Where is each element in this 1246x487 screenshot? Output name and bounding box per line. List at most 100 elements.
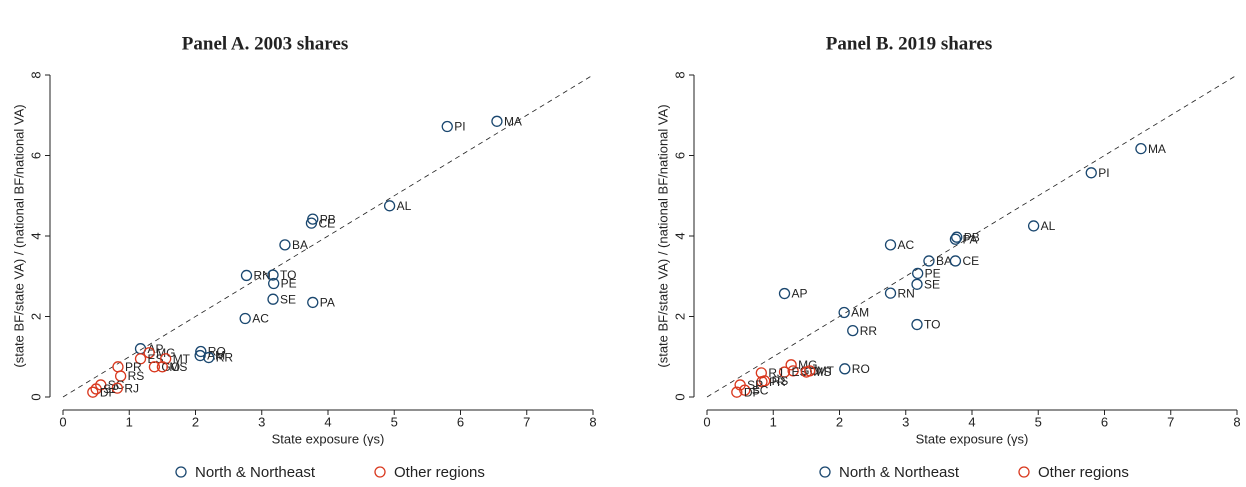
- point: [111, 382, 123, 394]
- point: [148, 361, 161, 373]
- point: [838, 306, 850, 319]
- x-tick-label: 7: [1167, 414, 1174, 429]
- y-tick-label: 2: [672, 313, 687, 320]
- point-label: PI: [454, 120, 465, 134]
- x-axis-title: State exposure (γs): [272, 431, 385, 446]
- x-tick-label: 3: [902, 414, 909, 429]
- y-tick-label: 6: [28, 152, 43, 159]
- point-label: RJ: [124, 381, 139, 395]
- x-tick-label: 8: [589, 414, 596, 429]
- point: [923, 255, 935, 267]
- y-axis-title: (state BF/state VA) / (national BF/natio…: [655, 104, 670, 367]
- point-label: PA: [320, 296, 335, 310]
- point: [307, 296, 319, 309]
- x-tick-label: 2: [836, 414, 843, 429]
- point: [305, 217, 318, 229]
- x-tick-label: 6: [457, 414, 464, 429]
- legend-label: Other regions: [1038, 464, 1129, 481]
- point: [203, 351, 215, 364]
- point: [156, 361, 169, 373]
- point: [884, 287, 897, 299]
- point: [441, 120, 453, 133]
- point-label: AP: [148, 342, 164, 356]
- point-label: RR: [860, 324, 878, 338]
- y-tick-label: 8: [672, 71, 687, 78]
- point-label: RS: [772, 374, 789, 388]
- x-tick-label: 4: [968, 414, 975, 429]
- point: [884, 239, 897, 251]
- point-label: DF: [100, 385, 116, 399]
- point-label: RO: [208, 345, 226, 359]
- point-label: SP: [747, 378, 763, 392]
- y-tick-label: 4: [672, 232, 687, 239]
- point-label: AC: [252, 312, 269, 326]
- point-label: SE: [280, 292, 296, 306]
- point: [1135, 143, 1147, 155]
- point-label: PB: [964, 230, 980, 244]
- y-axis-title: (state BF/state VA) / (national BF/natio…: [11, 104, 26, 367]
- point: [949, 255, 962, 267]
- legend-label: Other regions: [394, 464, 485, 481]
- reference-line: [706, 74, 1238, 398]
- point: [778, 366, 791, 378]
- point-label: MT: [817, 364, 835, 378]
- y-tick-label: 2: [28, 313, 43, 320]
- point-label: AM: [851, 306, 869, 320]
- legend-marker: [175, 466, 187, 478]
- y-tick-label: 0: [672, 393, 687, 400]
- legend-label: North & Northeast: [195, 464, 316, 481]
- point-label: MS: [813, 365, 831, 379]
- point: [949, 233, 962, 245]
- point-label: PE: [925, 267, 941, 281]
- point: [731, 386, 743, 398]
- point: [267, 293, 279, 305]
- point-label: AL: [397, 199, 412, 213]
- point: [739, 384, 751, 396]
- x-tick-label: 1: [126, 414, 133, 429]
- point: [847, 324, 859, 337]
- x-tick-label: 8: [1233, 414, 1240, 429]
- point-label: MA: [504, 114, 522, 128]
- point-label: PR: [769, 375, 786, 389]
- point: [839, 363, 851, 375]
- point-label: BA: [292, 238, 308, 252]
- point-label: AC: [898, 238, 915, 252]
- point-label: PE: [281, 277, 297, 291]
- x-tick-label: 0: [703, 414, 710, 429]
- point-label: CE: [318, 216, 335, 230]
- point-label: RO: [852, 362, 870, 376]
- point-label: PA: [962, 232, 977, 246]
- point-label: AP: [792, 287, 808, 301]
- point: [114, 370, 127, 382]
- point-label: RR: [216, 351, 234, 365]
- point-label: SC: [752, 383, 769, 397]
- y-tick-label: 6: [672, 152, 687, 159]
- point: [268, 277, 280, 290]
- point: [1085, 167, 1097, 179]
- x-tick-label: 1: [770, 414, 777, 429]
- point-label: RN: [254, 269, 271, 283]
- point: [491, 115, 503, 127]
- point: [951, 231, 963, 243]
- point: [240, 269, 253, 282]
- legend-marker: [819, 466, 831, 478]
- point-label: RJ: [768, 366, 783, 380]
- point: [87, 386, 99, 398]
- x-tick-label: 6: [1101, 414, 1108, 429]
- legend-marker: [374, 466, 386, 478]
- point-label: SE: [924, 277, 940, 291]
- point: [267, 269, 279, 281]
- point: [279, 239, 291, 251]
- point: [911, 278, 923, 290]
- point: [758, 375, 771, 387]
- point: [239, 312, 251, 325]
- point-label: RN: [898, 286, 915, 300]
- y-tick-label: 8: [28, 71, 43, 78]
- legend-marker: [1018, 466, 1030, 478]
- point-label: TO: [280, 268, 296, 282]
- point: [912, 267, 924, 280]
- point-label: RS: [128, 369, 145, 383]
- panel-title: Panel B. 2019 shares: [826, 33, 992, 54]
- point: [787, 365, 799, 377]
